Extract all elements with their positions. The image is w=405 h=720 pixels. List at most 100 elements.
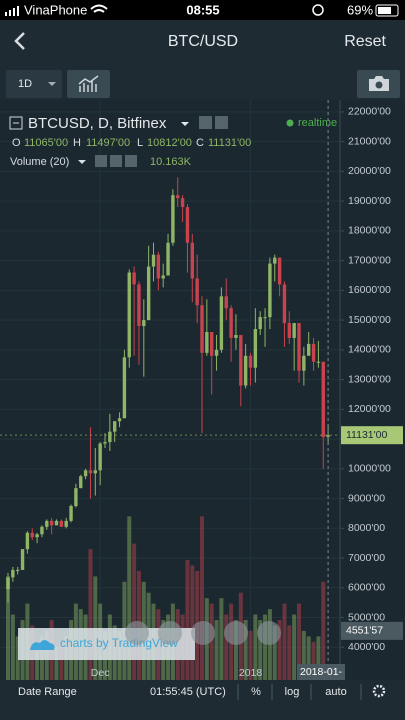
candle-body — [93, 470, 97, 474]
reset-zoom[interactable] — [191, 621, 215, 645]
ohlc-name: L — [137, 137, 143, 149]
volume-bar — [316, 636, 321, 680]
candle-body — [166, 242, 170, 276]
auto-toggle[interactable]: auto — [325, 686, 346, 698]
scroll-right[interactable] — [257, 621, 281, 645]
candle-body — [35, 534, 39, 538]
eye-button[interactable] — [199, 116, 212, 129]
settings-button[interactable] — [215, 116, 228, 129]
candle-body — [98, 443, 102, 471]
crosshair-date-label: 2018-01- — [300, 666, 343, 678]
volume-bar — [287, 625, 292, 680]
volume-bar — [219, 598, 224, 680]
candle-body — [219, 296, 224, 350]
carrier: VinaPhone — [24, 2, 87, 17]
candle-body — [137, 284, 141, 327]
scroll-left[interactable] — [125, 621, 149, 645]
ohlc-value: 11497'00 — [86, 137, 130, 149]
percent-toggle[interactable]: % — [251, 686, 261, 698]
candle-body — [108, 431, 112, 443]
volume-bar — [88, 549, 93, 680]
candle-body — [59, 520, 64, 527]
y-tick-label: 17000'00 — [348, 254, 391, 266]
candle-body — [239, 334, 243, 386]
battery-icon — [375, 4, 399, 17]
ohlc-value: 11131'00 — [208, 137, 251, 149]
candle-body — [132, 272, 136, 285]
lock-icon — [312, 4, 324, 16]
zoom-out[interactable] — [158, 621, 182, 645]
candle-body — [176, 195, 180, 199]
candle-body — [263, 317, 267, 319]
y-tick-label: 20000'00 — [348, 165, 391, 177]
volume-bar — [311, 641, 316, 680]
collapse-icon[interactable] — [9, 116, 23, 130]
grid — [0, 100, 340, 680]
candle-body — [248, 355, 253, 368]
candle-body — [6, 577, 10, 590]
back-button[interactable] — [14, 32, 25, 50]
crosshair-date-tag — [297, 664, 345, 680]
candle-body — [200, 305, 204, 353]
candle-body — [282, 284, 287, 324]
candle-body — [229, 308, 233, 338]
last-price-label: 11131'00 — [346, 429, 387, 441]
ohlc-name: H — [73, 137, 81, 149]
candle-body — [20, 549, 25, 570]
candle-body — [49, 520, 54, 526]
candle-body — [30, 532, 34, 538]
y-tick-label: 19000'00 — [348, 195, 391, 207]
signal-icon — [5, 6, 19, 16]
volume-bar — [277, 620, 282, 680]
candle-body — [25, 532, 30, 550]
reset-button[interactable]: Reset — [344, 33, 386, 50]
watermark: charts by TradingView — [60, 636, 178, 650]
volume-settings[interactable] — [110, 155, 122, 167]
interval-caret — [48, 82, 56, 86]
candle-body — [151, 254, 156, 267]
y-tick-label: 18000'00 — [348, 225, 391, 237]
symbol-title: BTCUSD, D, Bitfinex — [28, 115, 167, 132]
candle-body — [40, 526, 44, 535]
log-toggle[interactable]: log — [285, 686, 300, 698]
volume-bar — [200, 516, 204, 680]
ohlc-value: 11065'00 — [24, 137, 68, 149]
candle-body — [243, 355, 248, 386]
wifi-icon — [90, 4, 108, 13]
last-price-tag — [341, 426, 403, 445]
candle-body — [180, 198, 185, 208]
volume-eye[interactable] — [95, 155, 107, 167]
candle-body — [103, 442, 107, 444]
y-tick-label: 16000'00 — [348, 284, 391, 296]
volume-remove[interactable] — [125, 155, 137, 167]
volume-bar — [214, 620, 219, 680]
date-range[interactable]: Date Range — [18, 686, 77, 698]
candle-body — [117, 418, 122, 422]
realtime-dot — [286, 119, 294, 127]
candle-body — [88, 470, 93, 474]
candle-body — [307, 343, 311, 356]
candle-body — [297, 323, 301, 371]
zoom-in[interactable] — [224, 621, 248, 645]
nav-title: BTC/USD — [168, 33, 238, 50]
volume-bar — [282, 603, 287, 680]
volume-title: Volume (20) — [10, 156, 69, 168]
candle-body — [122, 357, 127, 419]
volume-caret — [78, 160, 86, 164]
volume-bar — [224, 614, 229, 680]
settings-gear[interactable] — [372, 684, 386, 698]
volume-bar — [132, 543, 137, 680]
candle-body — [156, 254, 161, 279]
candle-body — [214, 349, 219, 356]
y-tick-label: 5000'00 — [348, 611, 385, 623]
interval-select[interactable] — [6, 70, 62, 98]
candle-body — [74, 488, 78, 506]
indicators-button[interactable] — [67, 70, 110, 98]
ohlc-value: 10812'00 — [147, 137, 192, 149]
y-tick-label: 8000'00 — [348, 522, 385, 534]
volume-bar — [243, 620, 248, 680]
realtime-label: realtime — [298, 117, 337, 129]
x-tick-label: 2018 — [239, 667, 263, 679]
indicators-icon — [78, 75, 99, 92]
